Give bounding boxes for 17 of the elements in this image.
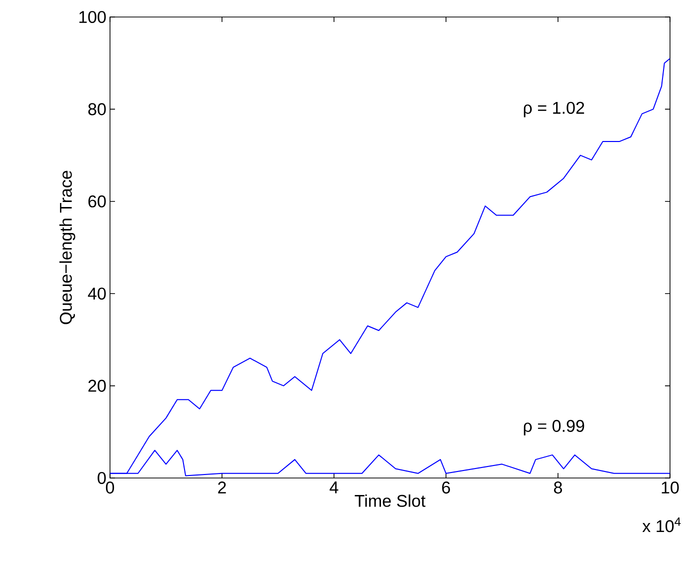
y-axis-title: Queue−length Trace [59, 170, 76, 324]
text: x 10$^{4}$ [642, 518, 681, 532]
y-tick-label: 60 [88, 195, 106, 208]
series-label: ρ = 1.02 [524, 102, 584, 118]
x-tick-label: 4 [330, 482, 338, 494]
y-tick-label: 100 [79, 10, 106, 24]
y-tick-label: 20 [88, 380, 106, 392]
y-tick-label: 40 [88, 288, 106, 300]
x-tick-label: 8 [554, 482, 562, 494]
x-tick-label: 6 [442, 482, 450, 494]
y-tick-label: 80 [88, 103, 106, 116]
x-tick-label: 10 [662, 482, 679, 494]
x-tick-label: 0 [106, 482, 114, 494]
series-label: ρ = 0.99 [524, 420, 584, 436]
x-axis-title: Time Slot [354, 494, 426, 507]
x-tick-label: 2 [218, 482, 226, 494]
y-tick-label: 0 [98, 472, 106, 484]
